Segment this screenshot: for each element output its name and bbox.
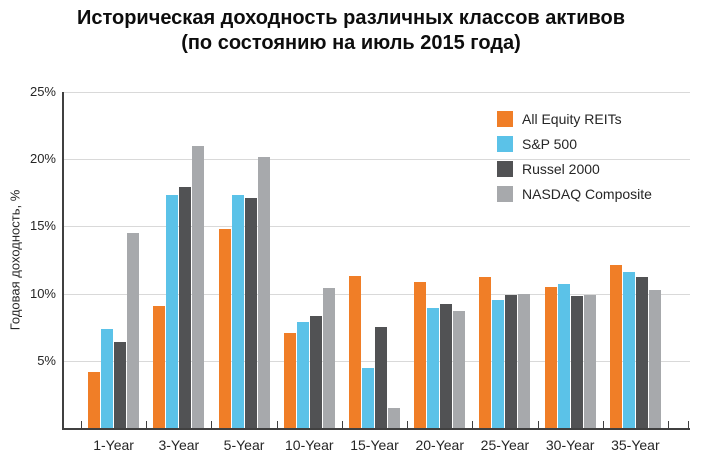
bar-russel-2000-35-year bbox=[635, 277, 648, 428]
y-axis-line bbox=[62, 92, 64, 430]
bar-nasdaq-composite-1-year bbox=[127, 233, 140, 428]
bar-russel-2000-30-year bbox=[570, 296, 583, 428]
x-tick bbox=[688, 421, 689, 428]
x-axis-label-10-year: 10-Year bbox=[285, 437, 334, 453]
bar-all-equity-reits-35-year bbox=[609, 265, 622, 428]
bar-s-p-500-3-year bbox=[166, 195, 179, 428]
x-axis-label-30-year: 30-Year bbox=[545, 437, 595, 453]
y-tick-label-20: 20% bbox=[29, 151, 56, 167]
bar-all-equity-reits-5-year bbox=[218, 229, 231, 428]
bar-nasdaq-composite-5-year bbox=[257, 156, 270, 428]
x-axis-label-3-year: 3-Year bbox=[158, 437, 200, 453]
gridline-10 bbox=[64, 293, 690, 295]
bar-nasdaq-composite-20-year bbox=[453, 311, 466, 428]
bar-nasdaq-composite-25-year bbox=[518, 293, 531, 428]
bar-all-equity-reits-20-year bbox=[414, 281, 427, 428]
x-tick bbox=[81, 421, 82, 428]
legend-label: All Equity REITs bbox=[522, 110, 622, 127]
bar-s-p-500-15-year bbox=[362, 367, 374, 428]
x-tick bbox=[146, 421, 148, 428]
legend-label: Russel 2000 bbox=[522, 160, 600, 177]
legend-item-all-equity-reits: All Equity REITs bbox=[497, 106, 652, 131]
bar-s-p-500-10-year bbox=[296, 321, 309, 428]
x-tick bbox=[276, 421, 278, 428]
legend-item-s-p-500: S&P 500 bbox=[497, 131, 652, 156]
bar-all-equity-reits-1-year bbox=[88, 371, 101, 428]
chart-title-line2: (по состоянию на июль 2015 года) bbox=[181, 32, 521, 54]
bar-russel-2000-10-year bbox=[309, 316, 322, 428]
y-tick-label-15: 15% bbox=[29, 218, 56, 234]
bar-all-equity-reits-3-year bbox=[153, 305, 166, 428]
x-axis-line bbox=[62, 428, 690, 430]
x-tick bbox=[407, 421, 409, 428]
y-tick-label-25: 25% bbox=[29, 84, 56, 99]
bar-all-equity-reits-30-year bbox=[544, 286, 557, 428]
bar-nasdaq-composite-3-year bbox=[192, 145, 205, 428]
bar-s-p-500-1-year bbox=[101, 328, 114, 428]
legend-label: NASDAQ Composite bbox=[522, 185, 652, 202]
chart-title: Историческая доходность различных классо… bbox=[0, 6, 702, 56]
bar-s-p-500-35-year bbox=[622, 272, 635, 428]
bar-nasdaq-composite-30-year bbox=[583, 294, 596, 428]
gridline-25 bbox=[64, 92, 690, 93]
x-axis-label-5-year: 5-Year bbox=[223, 437, 265, 453]
bar-all-equity-reits-15-year bbox=[349, 276, 361, 428]
nasdaq-composite-swatch-icon bbox=[497, 185, 513, 202]
legend-label: S&P 500 bbox=[522, 135, 578, 152]
bar-all-equity-reits-25-year bbox=[479, 277, 492, 428]
russel-2000-swatch-icon bbox=[497, 160, 513, 177]
bar-russel-2000-15-year bbox=[375, 327, 387, 428]
x-axis-label-20-year: 20-Year bbox=[415, 437, 464, 453]
all-equity-reits-swatch-icon bbox=[497, 110, 513, 127]
x-tick bbox=[537, 421, 539, 428]
bar-nasdaq-composite-15-year bbox=[388, 407, 400, 428]
x-tick bbox=[211, 421, 213, 428]
bar-russel-2000-1-year bbox=[114, 341, 127, 428]
x-axis-label-25-year: 25-Year bbox=[480, 437, 530, 453]
bar-russel-2000-3-year bbox=[179, 187, 192, 428]
x-tick bbox=[668, 421, 669, 428]
bar-russel-2000-5-year bbox=[244, 198, 257, 428]
y-tick-label-5: 5% bbox=[37, 352, 56, 368]
bar-s-p-500-25-year bbox=[492, 300, 505, 428]
legend: All Equity REITs S&P 500 Russel 2000 NASDAQ… bbox=[497, 106, 652, 206]
x-tick bbox=[602, 421, 604, 428]
bar-s-p-500-5-year bbox=[231, 195, 244, 428]
bar-russel-2000-25-year bbox=[505, 294, 518, 428]
x-tick bbox=[472, 421, 474, 428]
bar-russel-2000-20-year bbox=[440, 304, 453, 428]
legend-item-nasdaq-composite: NASDAQ Composite bbox=[497, 181, 652, 206]
bar-nasdaq-composite-35-year bbox=[648, 289, 661, 428]
bar-nasdaq-composite-10-year bbox=[322, 288, 335, 428]
y-tick-label-10: 10% bbox=[29, 285, 56, 301]
gridline-15 bbox=[64, 226, 690, 228]
s-p-500-swatch-icon bbox=[497, 135, 513, 152]
x-axis-label-15-year: 15-Year bbox=[350, 437, 399, 453]
bar-s-p-500-20-year bbox=[427, 308, 440, 428]
bar-all-equity-reits-10-year bbox=[283, 332, 296, 428]
x-axis-label-1-year: 1-Year bbox=[93, 437, 134, 453]
bar-s-p-500-30-year bbox=[557, 284, 570, 428]
legend-item-russel-2000: Russel 2000 bbox=[497, 156, 652, 181]
x-axis-label-35-year: 35-Year bbox=[611, 437, 660, 453]
y-axis-title: Годовая доходность, % bbox=[7, 189, 23, 331]
gridline-20 bbox=[64, 159, 690, 161]
chart-title-line1: Историческая доходность различных классо… bbox=[76, 7, 626, 29]
x-tick bbox=[341, 421, 343, 428]
